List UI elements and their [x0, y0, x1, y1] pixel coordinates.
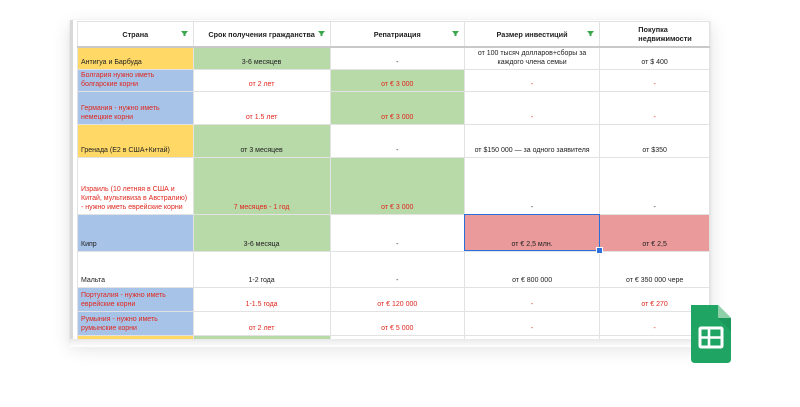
- cell-term[interactable]: от 3 месяцев: [192, 123, 331, 158]
- cell-inv[interactable]: -: [463, 90, 601, 125]
- cell-buy[interactable]: от $ 400: [599, 46, 710, 70]
- table-row: Румыния - нужно иметь румынские корни от …: [77, 310, 710, 336]
- cell-buy[interactable]: -: [599, 68, 710, 92]
- table-row: Антигуа и Барбуда 3-6 месяцев - от 100 тыся…: [77, 46, 710, 70]
- google-sheets-icon: [691, 305, 731, 363]
- cell-rep[interactable]: -: [329, 46, 465, 70]
- filter-icon[interactable]: [180, 31, 188, 36]
- cell-rep[interactable]: от € 5 000: [329, 310, 465, 336]
- cell-country[interactable]: Гренада (Е2 в США+Китай): [77, 123, 194, 158]
- cell-country[interactable]: Болгария нужно иметь болгарские корни: [77, 68, 194, 92]
- cell-term[interactable]: 3-6 месяца: [192, 213, 331, 252]
- row-header-strip: [70, 20, 73, 342]
- cell-inv[interactable]: -: [463, 68, 601, 92]
- cell-buy[interactable]: -: [599, 90, 710, 125]
- cell-term[interactable]: 3-6 месяцев: [192, 46, 331, 70]
- spreadsheet-card: Страна Срок получения гражданства Репатр…: [70, 20, 710, 342]
- filter-icon[interactable]: [587, 31, 595, 36]
- column-header-country[interactable]: Страна: [77, 21, 194, 48]
- table-row: Израиль (10 летняя в США и Китай, мульти…: [77, 156, 710, 215]
- cell-country[interactable]: Мальта: [77, 250, 194, 288]
- cell-inv[interactable]: от 100 тысяч долларов+сборы за каждого ч…: [463, 46, 601, 70]
- cell-country[interactable]: Израиль (10 летняя в США и Китай, мульти…: [77, 156, 194, 215]
- card-shadow-fade: [70, 339, 710, 347]
- cell-rep[interactable]: -: [329, 213, 465, 252]
- cell-buy[interactable]: от € 2,5: [599, 213, 710, 252]
- cell-term[interactable]: от 2 лет: [192, 310, 331, 336]
- cell-country[interactable]: Германия - нужно иметь немецкие корни: [77, 90, 194, 125]
- table-row: Гренада (Е2 в США+Китай) от 3 месяцев - от …: [77, 123, 710, 158]
- filter-icon[interactable]: [451, 31, 459, 36]
- cell-country[interactable]: Португалия - нужно иметь еврейские корни: [77, 286, 194, 312]
- cell-buy[interactable]: от $350: [599, 123, 710, 158]
- header-row: Страна Срок получения гражданства Репатр…: [77, 21, 710, 48]
- cell-country[interactable]: Антигуа и Барбуда: [77, 46, 194, 70]
- cell-buy[interactable]: от € 350 000 чере: [599, 250, 710, 288]
- cell-rep[interactable]: от € 3 000: [329, 90, 465, 125]
- cell-inv[interactable]: от € 800 000: [463, 250, 601, 288]
- selection-handle[interactable]: [595, 247, 603, 254]
- cell-inv[interactable]: -: [463, 310, 601, 336]
- cell-term[interactable]: 7 месяцев - 1 год: [192, 156, 331, 215]
- cell-term[interactable]: 1-2 года: [192, 250, 331, 288]
- table-row: Мальта 1-2 года - от € 800 000 от € 350 000 …: [77, 250, 710, 288]
- cell-rep[interactable]: от € 120 000: [329, 286, 465, 312]
- column-header-property[interactable]: Покупка недвижимости: [599, 21, 710, 48]
- spreadsheet-grid: Страна Срок получения гражданства Репатр…: [77, 21, 710, 342]
- cell-term[interactable]: 1-1.5 года: [192, 286, 331, 312]
- cell-rep[interactable]: -: [329, 250, 465, 288]
- cell-rep[interactable]: -: [329, 123, 465, 158]
- cell-country[interactable]: Кипр: [77, 213, 194, 252]
- table-row: Болгария нужно иметь болгарские корни от …: [77, 68, 710, 92]
- cell-rep[interactable]: от € 3 000: [329, 156, 465, 215]
- cell-term[interactable]: от 1.5 лет: [192, 90, 331, 125]
- cell-rep[interactable]: от € 3 000: [329, 68, 465, 92]
- column-header-term[interactable]: Срок получения гражданства: [192, 21, 331, 48]
- table-row: Германия - нужно иметь немецкие корни от …: [77, 90, 710, 125]
- cell-buy[interactable]: -: [599, 156, 710, 215]
- cell-term[interactable]: от 2 лет: [192, 68, 331, 92]
- table-row: Кипр 3-6 месяца - от € 2,5 млн. от € 2,5: [77, 213, 710, 252]
- cell-inv[interactable]: -: [463, 156, 601, 215]
- cell-inv[interactable]: -: [463, 286, 601, 312]
- column-header-investment[interactable]: Размер инвестиций: [463, 21, 601, 48]
- column-header-repatriation[interactable]: Репатриация: [329, 21, 465, 48]
- cell-inv[interactable]: от $ 250 000 Сахарный фонд: [463, 334, 601, 342]
- cell-country[interactable]: Румыния - нужно иметь румынские корни: [77, 310, 194, 336]
- selected-cell[interactable]: от € 2,5 млн.: [463, 213, 601, 252]
- cell-inv[interactable]: от $150 000 — за одного заявителя: [463, 123, 601, 158]
- table-row: Португалия - нужно иметь еврейские корни…: [77, 286, 710, 312]
- filter-icon[interactable]: [317, 31, 325, 36]
- cell-buy[interactable]: от € 270: [599, 286, 710, 312]
